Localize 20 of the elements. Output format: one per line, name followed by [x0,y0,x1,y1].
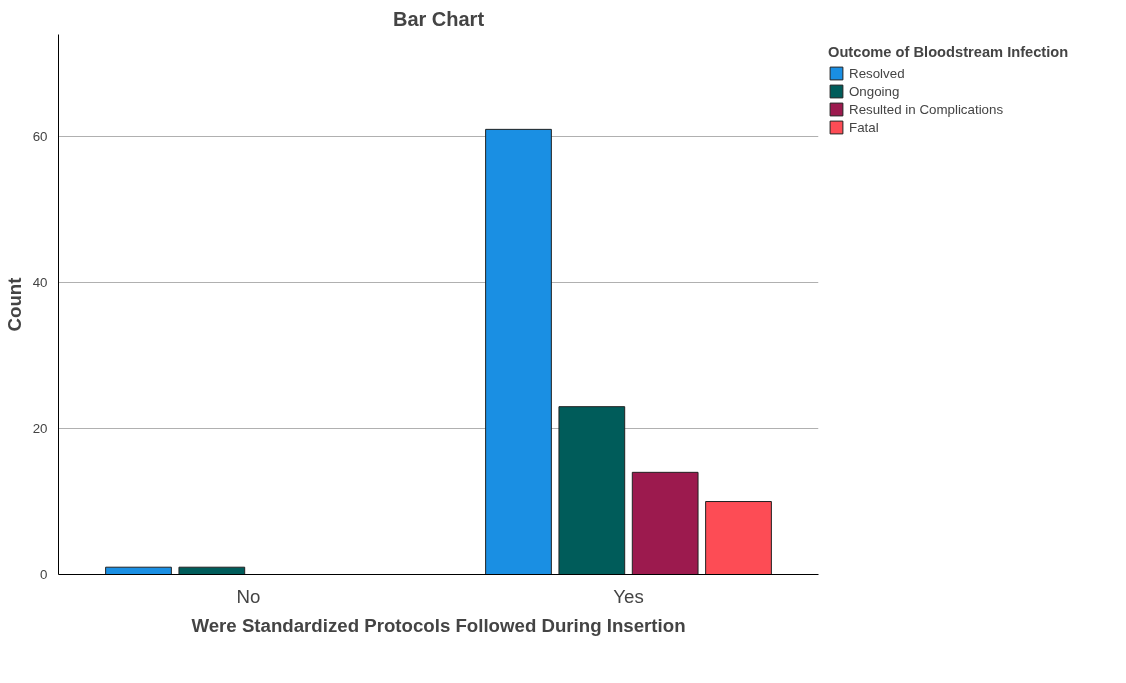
bar [558,406,626,575]
bar [178,566,246,575]
y-tick-label: 60 [32,129,48,145]
legend-label: Resulted in Complications [849,101,1004,117]
legend-label: Ongoing [849,83,900,99]
chart-title: Bar Chart [392,7,485,30]
x-tick-label: Yes [613,585,644,607]
bar [105,566,172,575]
bar [705,501,772,575]
y-axis-title: Count [3,277,25,332]
y-tick-label: 20 [32,421,48,437]
legend-label: Fatal [849,119,879,135]
legend-label: Resolved [849,65,905,81]
y-tick-label: 0 [40,567,48,582]
x-axis-title: Were Standardized Protocols Followed During Insertion [191,614,686,636]
x-tick-label: No [236,585,261,607]
bar [485,128,552,575]
legend-title: Outcome of Bloodstream Infection [828,44,1069,60]
bar [631,471,699,575]
y-tick-label: 40 [32,275,48,291]
